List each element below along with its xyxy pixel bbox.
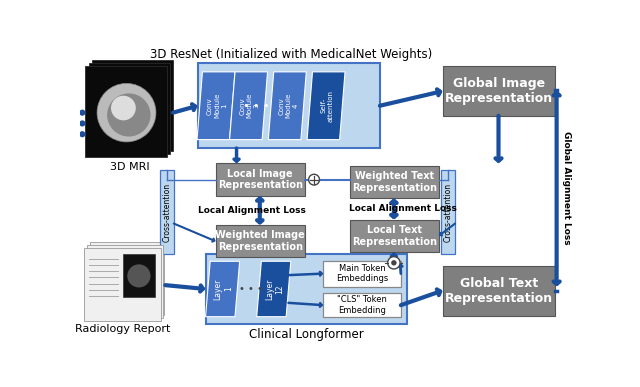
Bar bbox=[87, 245, 163, 318]
Text: Self-
attention: Self- attention bbox=[321, 90, 333, 122]
Bar bbox=[123, 254, 155, 297]
Text: 3D MRI: 3D MRI bbox=[110, 161, 149, 171]
Circle shape bbox=[107, 93, 150, 137]
Text: • • •: • • • bbox=[243, 101, 270, 111]
Bar bbox=[198, 63, 380, 148]
Bar bbox=[323, 260, 401, 288]
Text: 3D ResNet (Initialized with MedicalNet Weights): 3D ResNet (Initialized with MedicalNet W… bbox=[150, 48, 432, 61]
Text: Cross-attention: Cross-attention bbox=[444, 182, 452, 241]
Circle shape bbox=[127, 264, 150, 288]
Bar bbox=[88, 63, 170, 154]
Bar bbox=[443, 266, 555, 316]
Circle shape bbox=[308, 174, 319, 185]
Polygon shape bbox=[257, 261, 291, 317]
Bar bbox=[323, 293, 401, 317]
Circle shape bbox=[79, 110, 85, 116]
Bar bbox=[349, 220, 439, 252]
Bar bbox=[90, 242, 164, 315]
Text: Clinical Longformer: Clinical Longformer bbox=[249, 328, 364, 341]
Text: Layer
1: Layer 1 bbox=[214, 278, 233, 300]
Bar bbox=[205, 254, 407, 324]
Text: Global Text
Representation: Global Text Representation bbox=[445, 277, 553, 305]
Text: Local Alignment Loss: Local Alignment Loss bbox=[349, 204, 457, 213]
Text: "CLS" Token
Embedding: "CLS" Token Embedding bbox=[337, 295, 387, 315]
Text: Global Image
Representation: Global Image Representation bbox=[445, 77, 553, 105]
Text: Local Alignment Loss: Local Alignment Loss bbox=[198, 206, 306, 215]
Text: Conv
Module
4: Conv Module 4 bbox=[278, 93, 298, 118]
Bar bbox=[160, 170, 174, 254]
Polygon shape bbox=[268, 72, 307, 140]
Text: Conv
Module
1: Conv Module 1 bbox=[207, 93, 227, 118]
Circle shape bbox=[388, 257, 400, 269]
Text: Radiology Report: Radiology Report bbox=[75, 324, 170, 334]
Text: Global Alignment Loss: Global Alignment Loss bbox=[562, 131, 572, 245]
Bar bbox=[92, 60, 173, 151]
Circle shape bbox=[79, 120, 85, 127]
Text: Main Token
Embeddings: Main Token Embeddings bbox=[336, 264, 388, 283]
Polygon shape bbox=[307, 72, 345, 140]
Circle shape bbox=[79, 131, 85, 137]
Text: • • •: • • • bbox=[239, 284, 262, 294]
Circle shape bbox=[111, 96, 136, 120]
Polygon shape bbox=[197, 72, 235, 140]
Circle shape bbox=[97, 84, 156, 142]
Text: Weighted Text
Representation: Weighted Text Representation bbox=[352, 171, 436, 193]
Text: Cross-attention: Cross-attention bbox=[163, 182, 172, 241]
Text: Weighted Image
Representation: Weighted Image Representation bbox=[215, 230, 305, 252]
Text: Local Image
Representation: Local Image Representation bbox=[218, 169, 303, 190]
Text: Layer
12: Layer 12 bbox=[265, 278, 284, 300]
Bar bbox=[84, 248, 161, 321]
Bar bbox=[441, 170, 455, 254]
Bar bbox=[216, 225, 305, 257]
Bar bbox=[349, 166, 439, 198]
Text: Conv
Module
3: Conv Module 3 bbox=[239, 93, 259, 118]
Polygon shape bbox=[205, 261, 239, 317]
Polygon shape bbox=[230, 72, 268, 140]
Bar bbox=[443, 66, 555, 116]
Bar bbox=[85, 67, 167, 158]
Circle shape bbox=[391, 260, 397, 265]
Text: Local Text
Representation: Local Text Representation bbox=[352, 225, 436, 247]
Bar bbox=[216, 163, 305, 196]
